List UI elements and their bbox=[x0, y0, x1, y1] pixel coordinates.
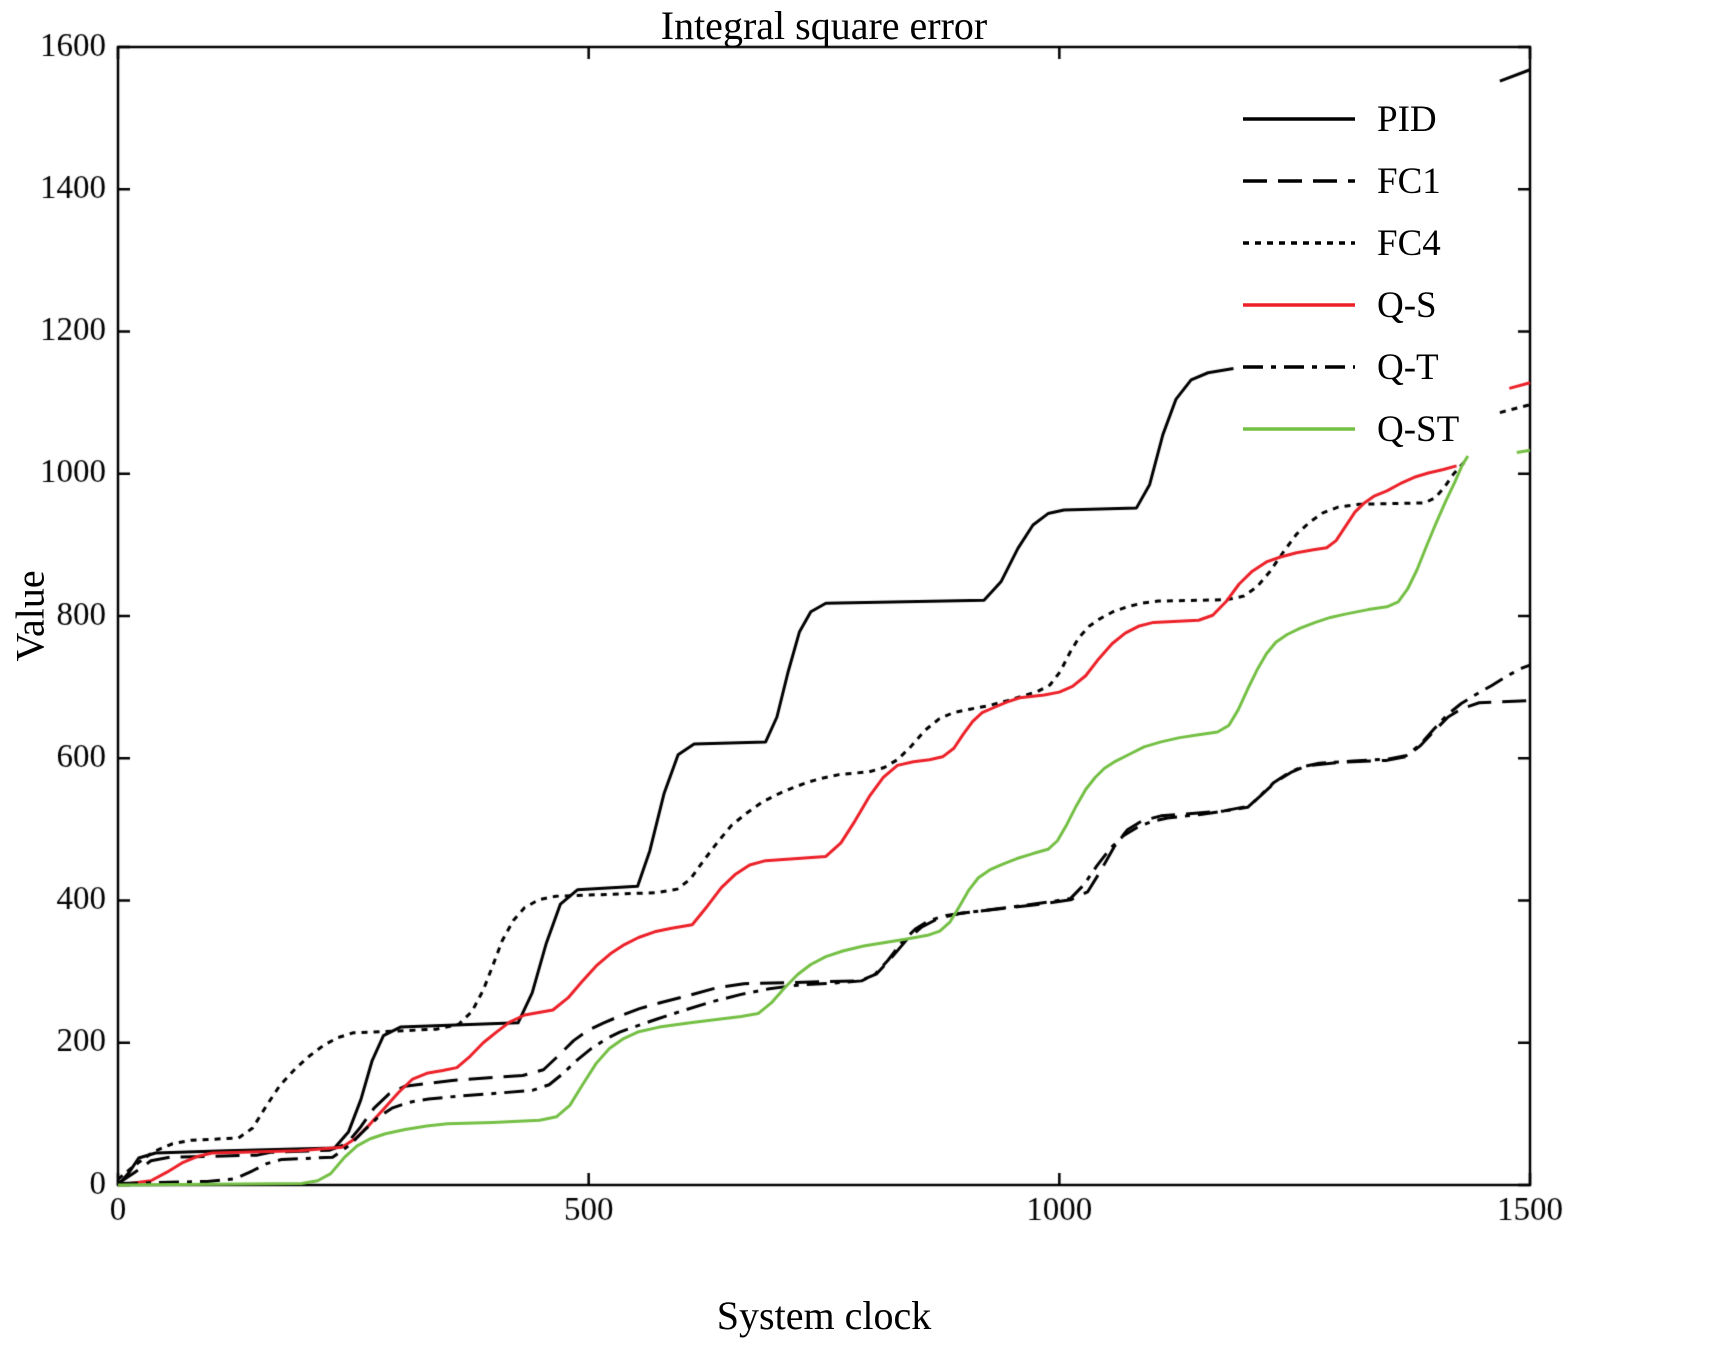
legend-item-q-t: Q-T bbox=[1243, 336, 1459, 398]
chart-title: Integral square error bbox=[660, 3, 988, 48]
legend-item-q-st: Q-ST bbox=[1243, 398, 1459, 460]
legend-line-sample-icon bbox=[1243, 365, 1355, 369]
legend-line-sample-icon bbox=[1243, 117, 1355, 121]
legend-label: Q-ST bbox=[1377, 408, 1460, 450]
legend-item-q-s: Q-S bbox=[1243, 274, 1459, 336]
legend-line-sample-icon bbox=[1243, 303, 1355, 307]
legend-label: PID bbox=[1377, 98, 1437, 140]
legend-label: FC4 bbox=[1377, 222, 1441, 264]
legend-line-sample-icon bbox=[1243, 179, 1355, 183]
y-axis-label: Value bbox=[7, 570, 53, 662]
legend-label: FC1 bbox=[1377, 160, 1441, 202]
legend-item-fc1: FC1 bbox=[1243, 150, 1459, 212]
legend-item-pid: PID bbox=[1243, 88, 1459, 150]
x-axis-label: System clock bbox=[716, 1293, 932, 1338]
legend-label: Q-T bbox=[1377, 346, 1439, 388]
legend-item-fc4: FC4 bbox=[1243, 212, 1459, 274]
legend: PID FC1 FC4 Q-S Q-T Q-ST bbox=[1243, 88, 1459, 460]
legend-line-sample-icon bbox=[1243, 241, 1355, 245]
legend-line-sample-icon bbox=[1243, 427, 1355, 431]
legend-label: Q-S bbox=[1377, 284, 1437, 326]
